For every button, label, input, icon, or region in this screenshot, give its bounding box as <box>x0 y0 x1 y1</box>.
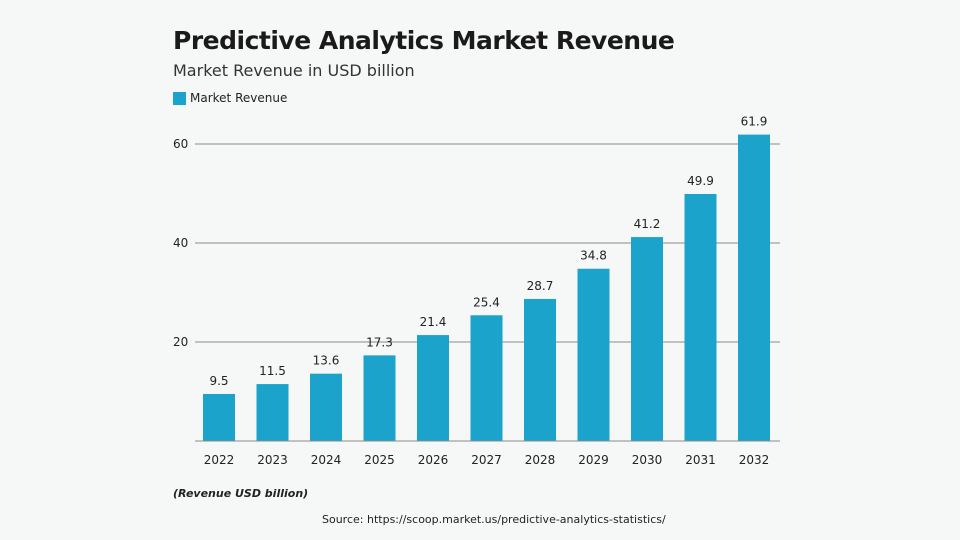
x-tick-label: 2030 <box>632 453 663 467</box>
x-tick-label: 2027 <box>471 453 502 467</box>
x-tick-label: 2023 <box>257 453 288 467</box>
data-label: 9.5 <box>209 374 228 388</box>
x-tick-label: 2024 <box>311 453 342 467</box>
bar <box>684 193 717 441</box>
bar <box>256 384 289 441</box>
y-tick-label: 40 <box>173 236 188 250</box>
x-tick-label: 2031 <box>685 453 716 467</box>
x-tick-label: 2032 <box>739 453 770 467</box>
bar <box>524 298 556 441</box>
chart-title: Predictive Analytics Market Revenue <box>173 26 675 55</box>
data-label: 25.4 <box>473 295 500 309</box>
x-tick-label: 2029 <box>578 453 609 467</box>
bar <box>470 315 503 441</box>
data-label: 11.5 <box>259 364 286 378</box>
legend: Market Revenue <box>173 91 287 105</box>
bar <box>738 134 770 441</box>
x-tick-label: 2028 <box>525 453 556 467</box>
data-label: 49.9 <box>687 174 714 188</box>
chart-subtitle: Market Revenue in USD billion <box>173 61 415 80</box>
x-tick-label: 2022 <box>204 453 235 467</box>
y-tick-label: 20 <box>173 335 188 349</box>
data-label: 13.6 <box>313 354 340 368</box>
source-text: Source: https://scoop.market.us/predicti… <box>322 513 666 526</box>
unit-note: (Revenue USD billion) <box>173 487 309 500</box>
x-tick-label: 2026 <box>418 453 449 467</box>
bar <box>203 393 235 441</box>
x-tick-label: 2025 <box>364 453 395 467</box>
data-label: 61.9 <box>741 115 768 129</box>
bar <box>631 237 663 441</box>
data-label: 41.2 <box>634 217 661 231</box>
data-label: 21.4 <box>420 315 447 329</box>
data-label: 28.7 <box>527 279 554 293</box>
legend-swatch <box>173 91 186 105</box>
bar <box>577 268 610 441</box>
bar <box>310 373 342 441</box>
bar <box>363 355 396 441</box>
bar <box>417 335 449 441</box>
data-label: 34.8 <box>580 249 607 263</box>
y-tick-label: 60 <box>173 137 188 151</box>
data-label: 17.3 <box>366 335 393 349</box>
legend-label: Market Revenue <box>190 91 288 105</box>
